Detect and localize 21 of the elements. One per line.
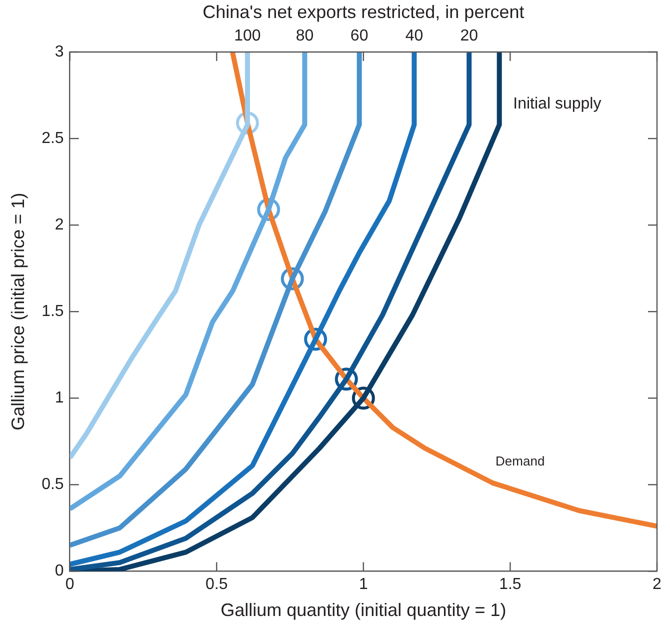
y-tick-label: 1 [54, 390, 64, 407]
series-label: 40 [405, 27, 424, 44]
x-axis-title: Gallium quantity (initial quantity = 1) [220, 600, 506, 620]
y-tick-label: 0 [54, 562, 64, 580]
x-tick-label: 1 [358, 576, 368, 594]
series-label: 60 [350, 27, 368, 44]
x-tick-label: 0.5 [206, 576, 228, 594]
annotation: Demand [496, 454, 545, 469]
x-tick-label: 1.5 [499, 576, 522, 594]
series-label: 100 [234, 27, 261, 44]
x-tick-label: 2 [652, 576, 662, 594]
annotation: Initial supply [513, 95, 602, 112]
y-tick-label: 3 [54, 43, 64, 60]
y-tick-label: 1.5 [42, 303, 64, 320]
y-tick-label: 2 [54, 216, 64, 234]
series-label: 80 [296, 27, 314, 44]
y-tick-label: 0.5 [42, 476, 64, 494]
chart-title: China's net exports restricted, in percent [202, 2, 524, 22]
y-tick-label: 2.5 [42, 130, 64, 147]
y-axis-title: Gallium price (initial price = 1) [8, 192, 28, 430]
series-label: 20 [460, 27, 478, 44]
